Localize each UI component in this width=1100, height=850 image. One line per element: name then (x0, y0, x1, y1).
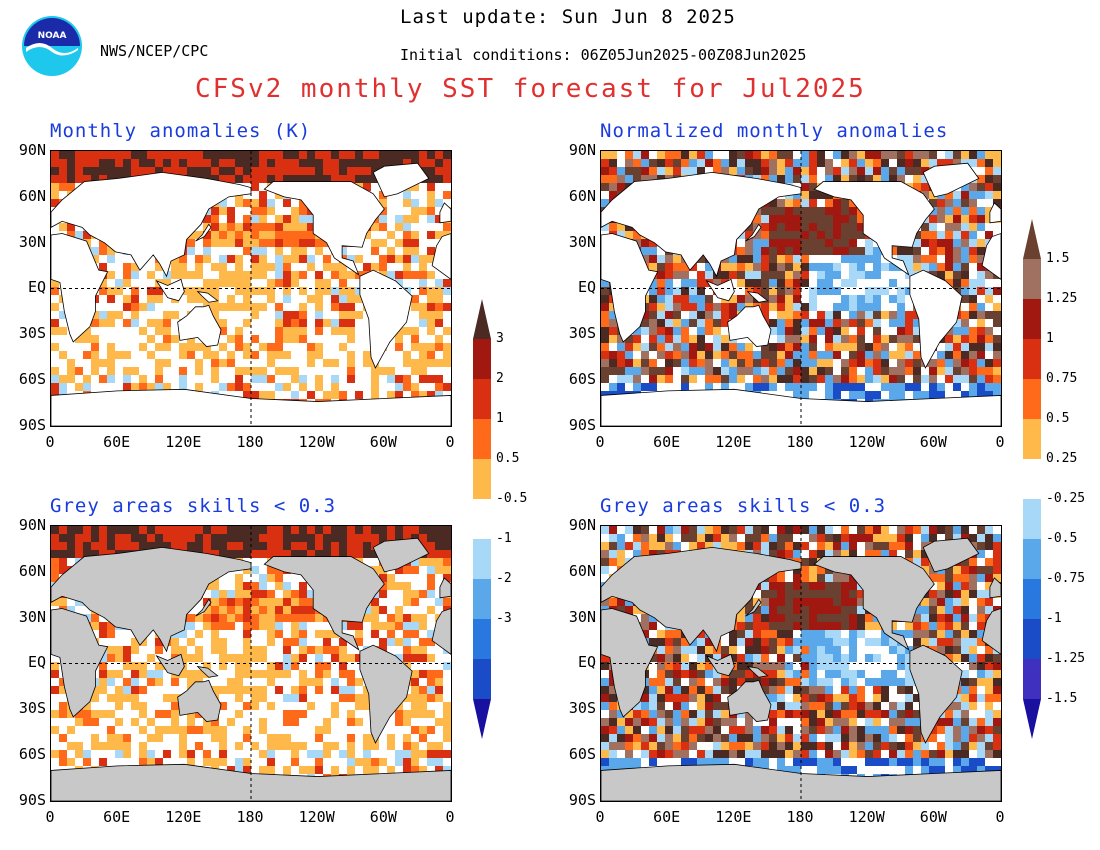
lon-label: 120W (848, 808, 885, 826)
lon-label: 0 (45, 808, 55, 826)
colorbar-label: -1 (1046, 611, 1062, 626)
lon-label: 0 (445, 808, 455, 826)
lon-label: 180 (786, 433, 814, 451)
lat-label: 60S (18, 745, 46, 763)
colorbar-label: -3 (496, 611, 512, 626)
map-panel-normalized (600, 150, 1002, 427)
lon-label: 120W (848, 433, 885, 451)
colorbar-svg (1023, 219, 1041, 739)
lat-label: EQ (27, 653, 46, 672)
lon-label: 60W (919, 808, 947, 826)
lon-label: 120E (165, 433, 202, 451)
lon-label: 180 (786, 808, 814, 826)
lon-label: 180 (236, 808, 264, 826)
lon-label: 60E (103, 433, 131, 451)
lat-label: 90N (568, 516, 596, 534)
lat-label: EQ (577, 278, 596, 297)
map-canvas (51, 526, 451, 801)
colorbar-label: -1 (496, 531, 512, 546)
colorbar-label: 3 (496, 331, 504, 346)
colorbar-label: -1.5 (1046, 691, 1078, 706)
lat-label: 90S (18, 415, 46, 434)
colorbar-normalized: 1.5 1.25 1 0.75 0.5 0.25 -0.25 -0.5 -0.75 -1 -1.25… (1022, 215, 1092, 739)
lat-label: 60S (18, 370, 46, 388)
map-canvas (601, 526, 1001, 801)
lat-label: 60S (568, 745, 596, 763)
lat-label: 30N (568, 607, 596, 626)
colorbar-label: -2 (496, 571, 512, 586)
lon-label: 0 (995, 808, 1005, 826)
last-update: Last update: Sun Jun 8 2025 (400, 6, 736, 28)
colorbar-label: -1.25 (1046, 651, 1086, 666)
lat-label: 30N (18, 607, 46, 626)
lon-label: 120W (298, 433, 335, 451)
lon-label: 0 (995, 433, 1005, 451)
lat-label: EQ (577, 653, 596, 672)
lon-label: 60W (919, 433, 947, 451)
lat-label: 60N (18, 561, 46, 580)
lat-label: 90N (18, 141, 46, 159)
lat-label: 30S (568, 324, 596, 343)
map-panel-skill-anomalies (50, 525, 452, 802)
lon-label: 0 (595, 808, 605, 826)
org-label: NWS/NCEP/CPC (100, 42, 209, 60)
panel-title-anomalies: Monthly anomalies (K) (50, 120, 312, 142)
lon-label: 0 (595, 433, 605, 451)
lat-label: 30S (18, 699, 46, 718)
lon-label: 60E (103, 808, 131, 826)
panel-title-skill-left: Grey areas skills < 0.3 (50, 495, 337, 517)
lon-label: 120E (715, 433, 752, 451)
lon-label: 60E (653, 808, 681, 826)
colorbar-label: -0.25 (1046, 491, 1086, 506)
lat-label: 60N (18, 186, 46, 205)
panel-title-normalized: Normalized monthly anomalies (600, 120, 949, 142)
lon-label: 180 (236, 433, 264, 451)
initial-conditions: Initial conditions: 06Z05Jun2025-00Z08Ju… (400, 46, 807, 64)
lon-label: 60W (369, 433, 397, 451)
lat-label: 90S (18, 790, 46, 809)
lat-label: 30S (568, 699, 596, 718)
map-panel-skill-normalized (600, 525, 1002, 802)
colorbar-label: 0.75 (1046, 371, 1078, 386)
lon-label: 0 (45, 433, 55, 451)
colorbar-svg (473, 299, 491, 739)
lat-label: 60S (568, 370, 596, 388)
lon-label: 120W (298, 808, 335, 826)
lon-label: 0 (445, 433, 455, 451)
lat-label: 30S (18, 324, 46, 343)
colorbar-label: 1.25 (1046, 291, 1078, 306)
lat-label: 90N (568, 141, 596, 159)
lon-label: 120E (715, 808, 752, 826)
colorbar-label: 2 (496, 371, 504, 386)
colorbar-label: 1 (1046, 331, 1054, 346)
lon-label: 60W (369, 808, 397, 826)
map-canvas (51, 151, 451, 426)
lat-label: 90S (568, 415, 596, 434)
colorbar-anomalies: 3 2 1 0.5 -0.5 -1 -2 -3 (472, 295, 532, 739)
map-panel-anomalies (50, 150, 452, 427)
page-title: CFSv2 monthly SST forecast for Jul2025 (195, 74, 866, 104)
colorbar-label: 0.25 (1046, 451, 1078, 466)
lat-label: 60N (568, 561, 596, 580)
panel-title-skill-right: Grey areas skills < 0.3 (600, 495, 887, 517)
colorbar-label: -0.5 (1046, 531, 1078, 546)
colorbar-label: 1 (496, 411, 504, 426)
colorbar-label: -0.5 (496, 491, 528, 506)
lat-label: 30N (18, 232, 46, 251)
lat-label: 90S (568, 790, 596, 809)
colorbar-label: 0.5 (496, 451, 520, 466)
colorbar-label: 1.5 (1046, 251, 1070, 266)
lon-label: 120E (165, 808, 202, 826)
noaa-logo: NOAA (20, 14, 84, 78)
lon-label: 60E (653, 433, 681, 451)
colorbar-label: -0.75 (1046, 571, 1086, 586)
lat-label: EQ (27, 278, 46, 297)
lat-label: 30N (568, 232, 596, 251)
noaa-logo-text: NOAA (38, 31, 67, 41)
map-canvas (601, 151, 1001, 426)
colorbar-label: 0.5 (1046, 411, 1070, 426)
lat-label: 60N (568, 186, 596, 205)
lat-label: 90N (18, 516, 46, 534)
